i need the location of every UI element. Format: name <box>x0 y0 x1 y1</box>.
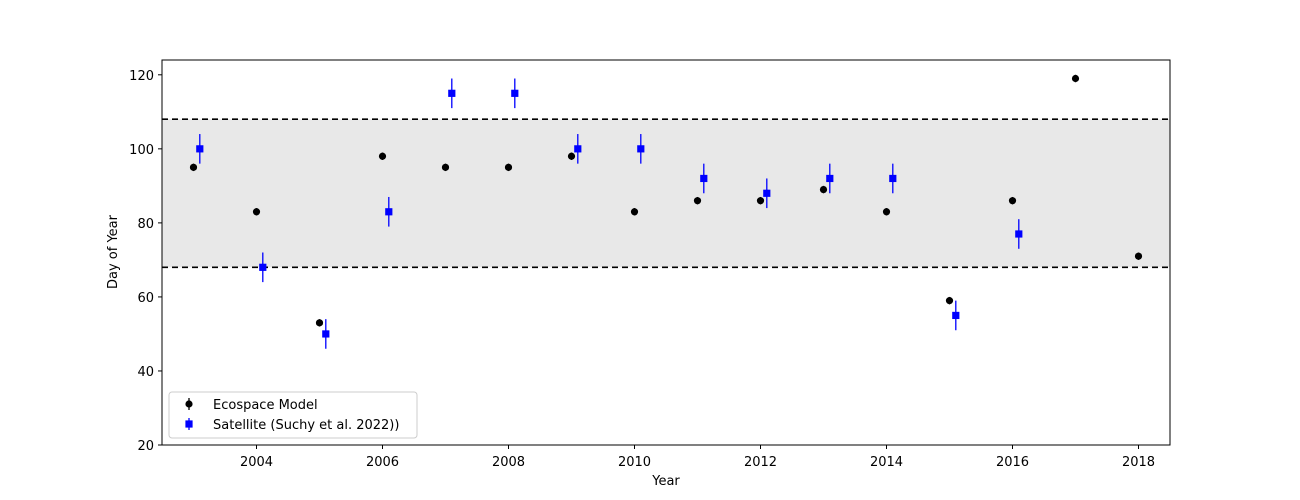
legend-label-satellite: Satellite (Suchy et al. 2022)) <box>213 418 399 433</box>
x-tick-label: 2016 <box>996 455 1029 470</box>
legend-marker-shape <box>185 400 193 408</box>
data-point <box>511 89 519 97</box>
data-point <box>1071 74 1080 83</box>
data-point <box>574 145 582 153</box>
data-point <box>196 145 204 153</box>
data-point <box>637 145 645 153</box>
data-point <box>700 174 708 183</box>
data-point <box>882 208 891 216</box>
series-layer <box>189 74 1143 349</box>
y-tick-label: 100 <box>129 143 154 158</box>
y-axis-label: Day of Year <box>106 214 121 289</box>
legend-label-ecospace: Ecospace Model <box>213 398 318 413</box>
data-point <box>385 208 393 216</box>
legend: Ecospace Model Satellite (Suchy et al. 2… <box>168 391 418 439</box>
data-point <box>441 163 450 171</box>
x-tick-label: 2008 <box>492 455 525 470</box>
data-point <box>889 174 897 183</box>
data-point <box>448 89 456 97</box>
x-tick-label: 2014 <box>870 455 903 470</box>
data-point <box>630 208 639 216</box>
x-tick-label: 2018 <box>1122 455 1155 470</box>
legend-marker-ecospace <box>185 398 193 410</box>
data-point <box>567 152 576 160</box>
data-point <box>819 185 828 194</box>
series-satellite <box>196 78 1023 349</box>
data-point <box>763 189 771 197</box>
data-point <box>1015 230 1023 238</box>
data-point <box>945 297 954 305</box>
x-tick-label: 2012 <box>744 455 777 470</box>
series-ecospace <box>189 74 1143 327</box>
x-tick-label: 2010 <box>618 455 651 470</box>
data-point <box>1134 252 1143 260</box>
data-point <box>1008 197 1017 205</box>
data-point <box>259 263 267 271</box>
data-point <box>826 174 834 183</box>
data-point <box>756 197 765 205</box>
data-point <box>252 208 261 216</box>
y-tick-label: 80 <box>137 217 154 232</box>
data-point <box>189 163 198 171</box>
data-point <box>693 197 702 205</box>
data-point <box>322 330 330 338</box>
y-tick-label: 60 <box>137 291 154 306</box>
legend-box <box>168 391 418 439</box>
x-tick-label: 2004 <box>240 455 273 470</box>
x-tick-label: 2006 <box>366 455 399 470</box>
legend-marker-satellite <box>185 418 193 430</box>
x-axis: 2004 2006 2008 2010 2012 2014 2016 2018 <box>240 445 1155 470</box>
data-point <box>378 152 387 160</box>
legend-marker-shape <box>185 420 193 428</box>
y-tick-label: 40 <box>137 365 154 380</box>
y-tick-label: 120 <box>129 69 154 84</box>
y-tick-label: 20 <box>137 439 154 454</box>
x-axis-label: Year <box>651 474 680 489</box>
reference-band <box>162 119 1170 268</box>
y-axis: 20 40 60 80 100 120 <box>129 69 162 454</box>
data-point <box>952 311 960 320</box>
data-point <box>315 319 324 327</box>
data-point <box>504 163 513 171</box>
plot-frame <box>161 59 1171 446</box>
